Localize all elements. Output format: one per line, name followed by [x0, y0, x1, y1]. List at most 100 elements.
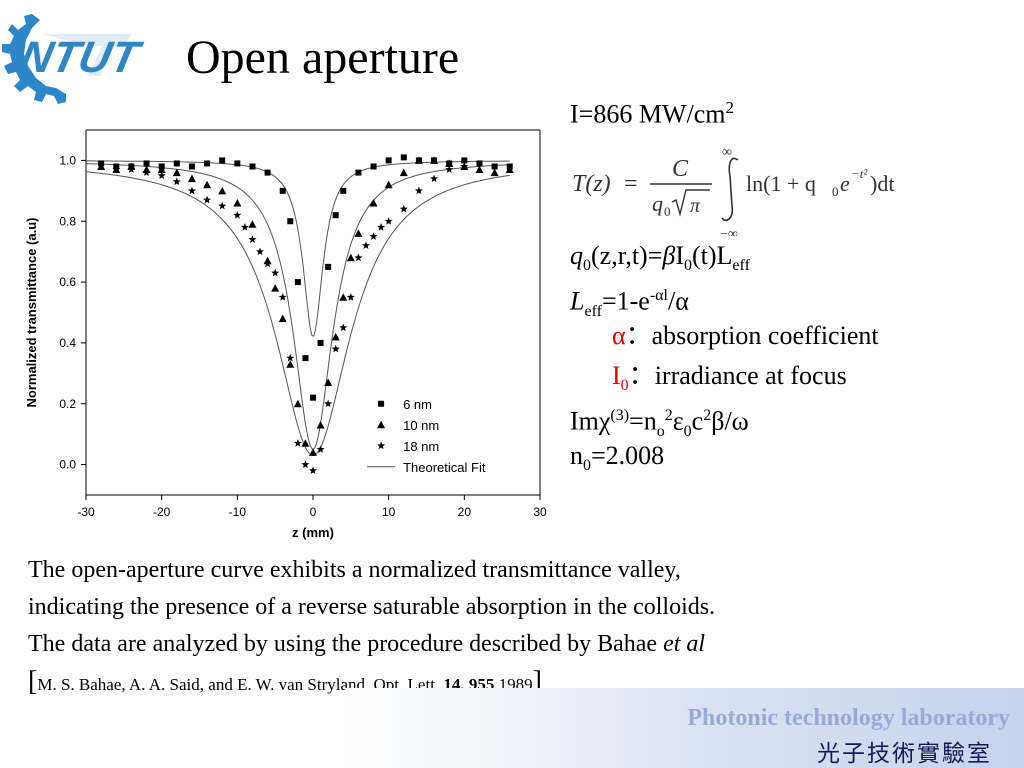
data-point — [286, 360, 295, 368]
q0-I-sub: 0 — [684, 257, 692, 275]
data-point — [430, 174, 439, 183]
q0-t: (t)L — [692, 241, 733, 270]
leff-tail: /α — [667, 286, 689, 316]
data-point — [256, 247, 264, 256]
fit-curve — [85, 171, 510, 456]
alpha-description: absorption coefficient — [651, 321, 879, 350]
data-point — [324, 399, 333, 408]
data-point — [172, 168, 181, 177]
data-point — [346, 293, 355, 301]
data-point — [316, 421, 325, 429]
body-line-3-etal: et al — [663, 631, 706, 657]
data-point — [203, 195, 212, 204]
data-point — [293, 439, 302, 447]
y-axis-label: Normalized transmittance (a.u) — [24, 218, 39, 408]
data-point — [157, 165, 166, 174]
data-point — [430, 156, 439, 164]
data-point — [278, 314, 287, 323]
chi-sup2b: 2 — [703, 407, 712, 424]
data-point — [309, 466, 317, 475]
axis-ticks: -30 -20 -10 0 10 20 30 0.0 0.2 0.4 0.6 0.8 1.0 — [59, 153, 547, 519]
y-tick-label: 1.0 — [59, 153, 76, 167]
series-10-nm — [97, 156, 514, 456]
footer-lab-name-chinese: 光子技術實驗室 — [817, 741, 992, 767]
body-line-3: The data are analyzed by using the proce… — [28, 626, 1018, 663]
data-point — [263, 259, 272, 268]
data-point — [505, 165, 514, 174]
data-point — [233, 211, 242, 219]
data-point — [187, 186, 196, 195]
chi-tail: β/ω — [711, 406, 749, 436]
data-point — [248, 220, 257, 228]
fit-curve — [86, 160, 510, 337]
data-point — [490, 168, 499, 177]
formula-integrand-end: )dt — [870, 171, 894, 196]
data-point — [369, 199, 378, 207]
data-point — [309, 448, 317, 456]
data-point — [301, 439, 310, 447]
svg-text:NTUT: NTUT — [15, 33, 146, 81]
chi-a: Imχ — [570, 406, 611, 436]
formula-lower-limit: −∞ — [720, 227, 738, 236]
formula-denominator-q: q — [652, 191, 663, 216]
body-line-1: The open-aperture curve exhibits a norma… — [28, 557, 681, 583]
data-point — [279, 187, 286, 194]
data-point — [362, 241, 370, 249]
n0-line: n0=2.008 — [570, 436, 1020, 476]
formula-numerator: C — [672, 156, 689, 182]
data-point — [204, 160, 211, 167]
data-point — [293, 399, 302, 408]
leff-eff: eff — [584, 302, 602, 320]
data-point — [218, 186, 227, 195]
data-point — [399, 204, 408, 213]
data-point — [218, 201, 227, 210]
y-tick-label: 0.0 — [59, 458, 76, 472]
data-point — [142, 168, 151, 176]
formula-integrand-ln: ln(1 + q — [746, 171, 816, 196]
data-point — [203, 180, 212, 189]
data-markers — [97, 154, 514, 475]
alpha-colon: ： — [625, 321, 652, 350]
data-point — [331, 344, 340, 353]
transmittance-chart: -30 -20 -10 0 10 20 30 0.0 0.2 0.4 0.6 0.8 1.0 z (mm… — [24, 129, 547, 540]
theoretical-fit-curves — [85, 160, 510, 456]
footer-banner: Photonic technology laboratory 光子技術實驗室 — [345, 688, 1024, 768]
data-point — [271, 284, 280, 292]
alpha-line: α：absorption coefficient — [570, 316, 1020, 356]
intensity-sup: 2 — [725, 98, 734, 117]
data-point — [302, 355, 309, 362]
data-point — [384, 217, 393, 225]
chi-sup2a: 2 — [664, 407, 673, 424]
chi-b: =n — [629, 406, 657, 436]
data-point — [264, 169, 271, 176]
chart-legend: 6 nm 10 nm 18 nm Theoretical Fit — [367, 397, 486, 475]
formula-integrand-sub: 0 — [832, 184, 839, 199]
data-point — [316, 445, 325, 453]
ntut-logo: NTUT — [2, 14, 147, 104]
series-6-nm — [98, 154, 513, 401]
data-point — [461, 157, 468, 164]
data-point — [476, 160, 483, 167]
data-point — [286, 353, 295, 362]
i0-colon: ： — [628, 361, 655, 390]
legend-marker — [378, 400, 385, 407]
legend-label: 6 nm — [403, 397, 432, 412]
data-point — [491, 163, 498, 170]
formula-upper-limit: ∞ — [722, 145, 732, 160]
body-text: The open-aperture curve exhibits a norma… — [28, 552, 1018, 703]
chi-c: c — [691, 406, 704, 436]
y-tick-label: 0.6 — [59, 275, 76, 289]
footer-lab-name: Photonic technology laboratory — [687, 705, 1010, 731]
right-panel: I=866 MW/cm2 T(z) = C q 0 π ∞ −∞ ln(1 + … — [570, 88, 1020, 476]
q0-eff: eff — [732, 257, 750, 275]
i0-sub: 0 — [620, 377, 629, 395]
data-point — [385, 157, 392, 164]
data-point — [370, 163, 377, 170]
data-point — [127, 165, 136, 173]
data-point — [399, 168, 408, 177]
data-point — [249, 163, 256, 170]
y-tick-label: 0.4 — [59, 336, 76, 350]
data-point — [460, 162, 469, 170]
series-18-nm — [112, 162, 469, 475]
data-point — [188, 163, 195, 170]
